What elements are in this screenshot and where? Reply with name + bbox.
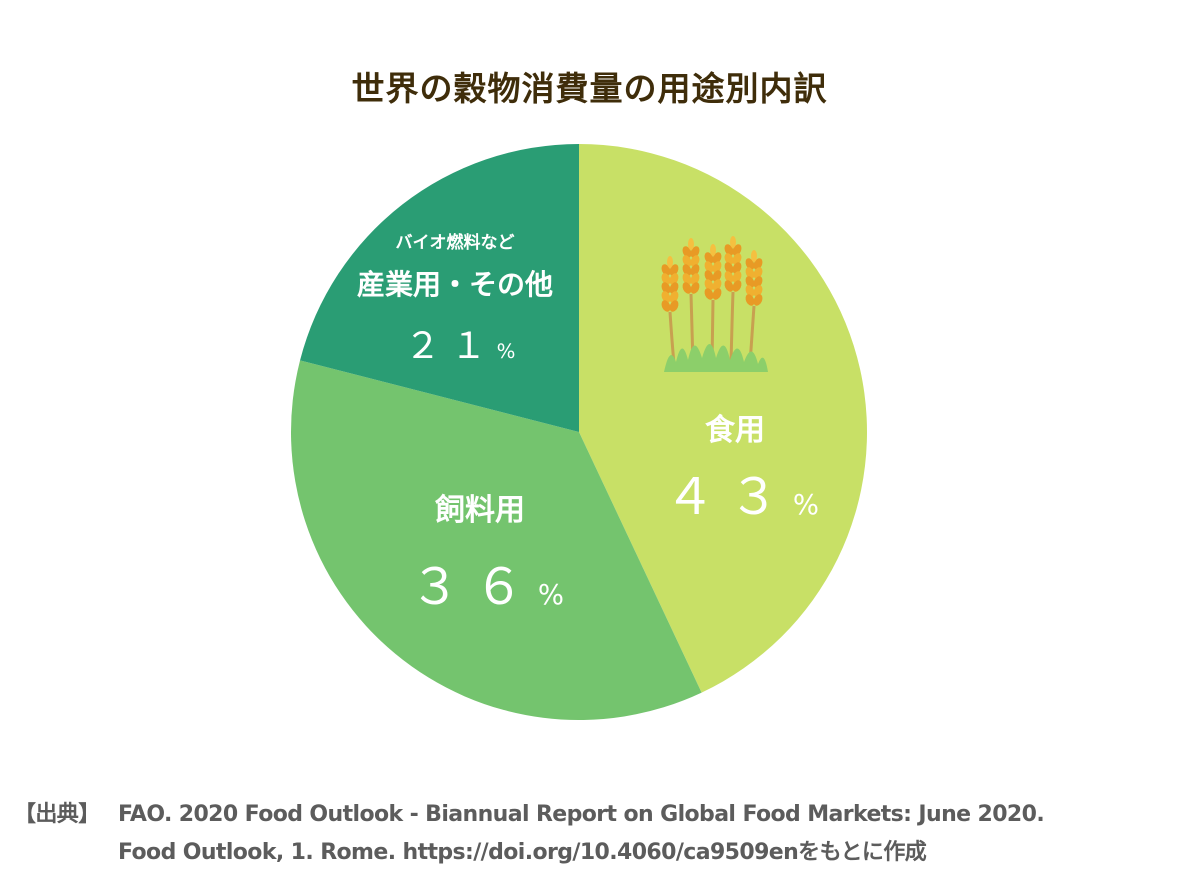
slice-value-food-number: ４３ — [664, 468, 793, 526]
pie-slice-industrial — [300, 144, 579, 432]
slice-value-industrial: ２１% — [330, 317, 580, 369]
slice-name-feed: 飼料用 — [435, 493, 525, 528]
slice-value-food: ４３% — [650, 457, 820, 529]
chart-title: 世界の穀物消費量の用途別内訳 — [351, 69, 828, 108]
slice-value-food-unit: % — [792, 489, 820, 521]
slice-name-industrial: 産業用・その他 — [356, 268, 553, 301]
slice-label-industrial: バイオ燃料など 産業用・その他 ２１% — [330, 228, 580, 369]
wheat-icon — [661, 236, 768, 372]
slice-label-feed: 飼料用 ３６% — [390, 485, 570, 619]
pie-slice-food — [579, 144, 867, 693]
slice-value-feed: ３６% — [390, 547, 570, 619]
slice-note-industrial: バイオ燃料など — [395, 233, 515, 253]
slice-value-industrial-unit: % — [496, 340, 516, 363]
slice-value-feed-unit: % — [537, 579, 565, 611]
slice-value-feed-number: ３６ — [409, 558, 538, 616]
source-line-1: FAO. 2020 Food Outlook - Biannual Report… — [118, 802, 1045, 827]
slice-value-industrial-number: ２１ — [404, 326, 497, 367]
source-label: 【出典】 — [14, 802, 100, 827]
source-citation: 【出典】 FAO. 2020 Food Outlook - Biannual Re… — [14, 796, 1045, 872]
slice-label-food: 食用 ４３% — [650, 405, 820, 529]
source-line-2: Food Outlook, 1. Rome. https://doi.org/1… — [118, 840, 927, 865]
slice-name-food: 食用 — [705, 413, 765, 448]
pie-slice-feed — [290, 360, 702, 721]
